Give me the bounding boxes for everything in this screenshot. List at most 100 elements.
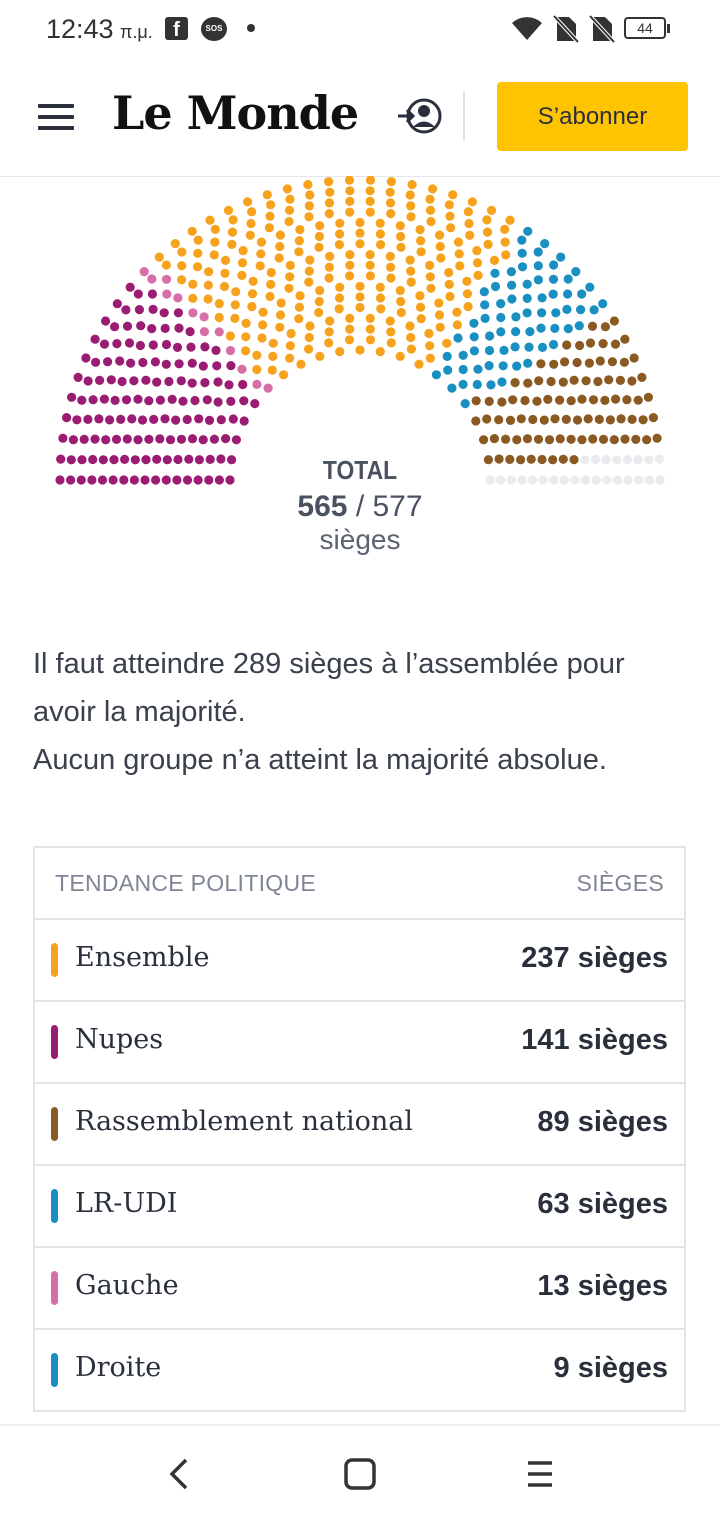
seats-assigned: 565 <box>297 490 348 523</box>
seat-dot <box>258 307 268 317</box>
le-monde-logo[interactable]: Le Monde <box>112 86 359 140</box>
seat-dot <box>498 361 508 371</box>
table-row[interactable]: Droite 9 sièges <box>35 1330 684 1412</box>
seat-dot <box>285 272 295 282</box>
seat-dot <box>141 455 151 465</box>
seat-dot <box>517 262 528 272</box>
back-icon[interactable] <box>160 1454 200 1494</box>
seat-dot <box>192 262 203 272</box>
login-icon[interactable] <box>396 94 444 138</box>
seat-dot <box>473 270 483 280</box>
seat-dot <box>416 314 426 324</box>
seat-dot <box>314 296 324 307</box>
hemicycle-chart <box>55 176 665 485</box>
seat-dot <box>88 454 98 465</box>
seat-dot <box>536 359 546 369</box>
subscribe-button[interactable]: S’abonner <box>497 82 688 151</box>
seat-dot <box>133 289 143 299</box>
seat-dot <box>622 454 632 465</box>
seat-dot <box>469 332 479 342</box>
seat-dot <box>129 475 139 485</box>
seat-dot <box>600 395 610 405</box>
seat-dot <box>225 475 235 485</box>
seat-dot <box>101 316 111 326</box>
seat-dot <box>415 302 426 312</box>
seat-dot <box>395 221 405 231</box>
seat-dot <box>91 357 101 367</box>
table-row[interactable]: Ensemble 237 sièges <box>35 920 684 1002</box>
seat-dot <box>452 307 462 317</box>
seat-dot <box>396 307 406 318</box>
home-icon[interactable] <box>340 1454 380 1494</box>
seat-dot <box>406 201 416 211</box>
seat-dot <box>305 321 315 331</box>
seat-dot <box>434 310 445 320</box>
seat-dot <box>137 415 148 425</box>
seat-dot <box>231 435 241 445</box>
seat-dot <box>204 475 214 485</box>
seat-dot <box>472 246 482 256</box>
seat-dot <box>610 339 621 349</box>
seat-dot <box>117 376 127 387</box>
seat-dot <box>160 414 170 424</box>
seat-dot <box>631 434 641 444</box>
seat-dot <box>558 377 568 387</box>
seat-dot <box>274 253 284 263</box>
seat-dot <box>490 268 500 278</box>
seat-dot <box>173 308 183 318</box>
seat-dot <box>345 271 355 281</box>
seat-dot <box>595 356 605 366</box>
seat-dot <box>227 239 237 249</box>
seat-dot <box>365 324 375 334</box>
seat-dot <box>213 397 223 407</box>
seat-dot <box>95 375 105 385</box>
seat-dot <box>225 331 235 341</box>
seat-dot <box>593 376 603 387</box>
seat-dot <box>386 273 396 283</box>
seat-dot <box>612 475 623 485</box>
seat-dot <box>644 475 655 485</box>
seat-dot <box>304 212 314 222</box>
seat-dot <box>213 377 223 387</box>
table-row[interactable]: Rassemblement national 89 sièges <box>35 1084 684 1166</box>
seat-dot <box>486 380 496 390</box>
seat-dot <box>609 435 619 445</box>
seat-dot <box>425 205 436 215</box>
seat-dot <box>286 328 296 339</box>
seat-dot <box>533 434 544 444</box>
seat-dot <box>243 197 253 207</box>
seat-dot <box>571 267 581 277</box>
seat-dot <box>294 236 304 246</box>
table-row[interactable]: Gauche 13 sièges <box>35 1248 684 1330</box>
seat-dot <box>501 250 511 260</box>
recents-icon[interactable] <box>520 1454 560 1494</box>
seat-dot <box>435 322 445 332</box>
seat-dot <box>406 344 416 354</box>
seat-dot <box>345 313 355 323</box>
seat-dot <box>550 414 560 424</box>
seat-dot <box>177 247 187 257</box>
seat-dot <box>101 435 111 445</box>
seat-dot <box>83 414 93 424</box>
table-row[interactable]: Nupes 141 sièges <box>35 1002 684 1084</box>
seat-dot <box>386 262 396 272</box>
seat-dot <box>469 346 479 356</box>
party-color-bar <box>51 1189 58 1223</box>
seat-dot <box>424 328 434 339</box>
seat-dot <box>335 229 345 239</box>
seat-dot <box>609 316 620 326</box>
seat-dot <box>644 455 654 465</box>
seat-dot <box>482 227 493 237</box>
seat-dot <box>267 365 277 375</box>
seat-dot <box>56 454 66 464</box>
seat-dot <box>405 321 415 331</box>
seat-dot <box>458 379 468 389</box>
menu-button[interactable] <box>38 104 74 130</box>
seat-dot <box>494 454 504 464</box>
seat-dot <box>448 190 458 200</box>
seat-dot <box>227 227 238 237</box>
table-row[interactable]: LR-UDI 63 sièges <box>35 1166 684 1248</box>
seat-dot <box>174 359 184 369</box>
seat-dot <box>486 205 497 215</box>
seat-dot <box>216 454 226 464</box>
